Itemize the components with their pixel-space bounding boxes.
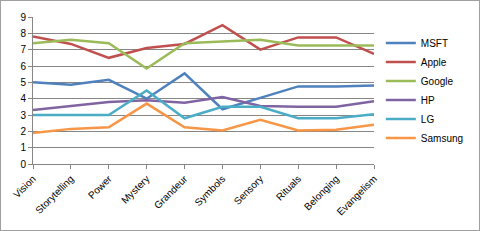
svg-text:2: 2 (20, 126, 26, 137)
svg-text:Grandeur: Grandeur (152, 173, 190, 211)
svg-text:3: 3 (20, 110, 26, 121)
svg-text:5: 5 (20, 77, 26, 88)
svg-text:7: 7 (20, 44, 26, 55)
svg-text:LG: LG (421, 114, 435, 125)
svg-text:Symbols: Symbols (192, 173, 227, 208)
svg-text:Apple: Apple (421, 57, 447, 68)
svg-text:4: 4 (20, 93, 26, 104)
svg-text:1: 1 (20, 142, 26, 153)
svg-text:Samsung: Samsung (421, 133, 463, 144)
svg-text:0: 0 (20, 159, 26, 170)
svg-text:Mystery: Mystery (119, 173, 152, 206)
svg-text:6: 6 (20, 61, 26, 72)
svg-text:Belonging: Belonging (302, 173, 341, 212)
svg-text:Google: Google (421, 76, 454, 87)
svg-text:9: 9 (20, 12, 26, 23)
svg-text:Rituals: Rituals (274, 173, 303, 202)
svg-text:Storytelling: Storytelling (33, 173, 76, 216)
svg-text:HP: HP (421, 95, 435, 106)
svg-text:Sensory: Sensory (232, 173, 266, 207)
svg-text:MSFT: MSFT (421, 38, 448, 49)
svg-text:Evangelism: Evangelism (335, 173, 379, 217)
svg-text:Power: Power (86, 173, 114, 201)
svg-text:Vision: Vision (11, 173, 38, 200)
svg-text:8: 8 (20, 28, 26, 39)
